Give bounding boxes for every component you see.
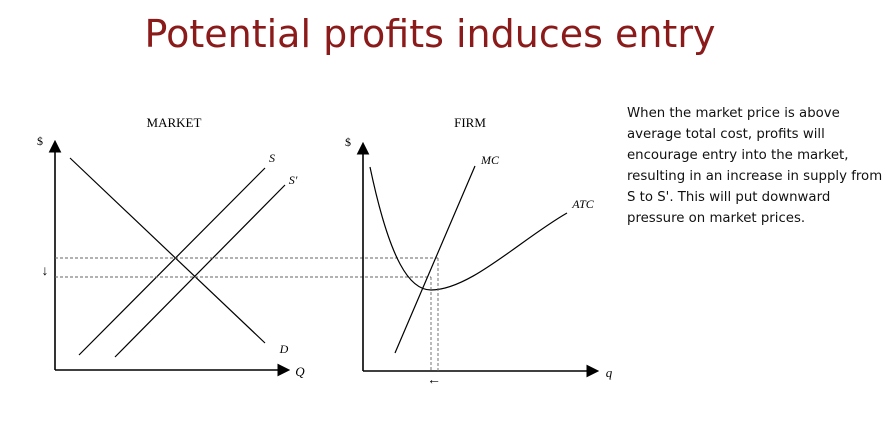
explanation-text: When the market price is above average t… xyxy=(627,106,883,226)
market-panel: MARKET $ Q D S S' ↓ xyxy=(37,115,305,379)
mc-label: MC xyxy=(480,153,500,167)
firm-panel: FIRM $ q MC ATC ← xyxy=(345,115,613,387)
firm-title: FIRM xyxy=(454,115,486,130)
mc-curve xyxy=(394,165,476,354)
new-supply-curve xyxy=(114,184,286,358)
market-x-axis-label: Q xyxy=(295,364,305,379)
quantity-left-arrow: ← xyxy=(427,371,441,387)
demand-label: D xyxy=(279,342,289,356)
slide-title: Potential profits induces entry xyxy=(144,12,716,56)
market-y-axis-label: $ xyxy=(37,134,43,148)
price-down-arrow: ↓ xyxy=(42,262,49,278)
supply-label: S xyxy=(269,151,275,165)
market-title: MARKET xyxy=(147,115,202,130)
demand-curve xyxy=(69,157,266,344)
atc-curve xyxy=(369,166,568,291)
supply-curve xyxy=(78,167,266,356)
atc-label: ATC xyxy=(571,197,595,211)
firm-x-axis-label: q xyxy=(606,365,613,380)
new-supply-label: S' xyxy=(289,173,298,187)
firm-y-axis-label: $ xyxy=(345,135,351,149)
